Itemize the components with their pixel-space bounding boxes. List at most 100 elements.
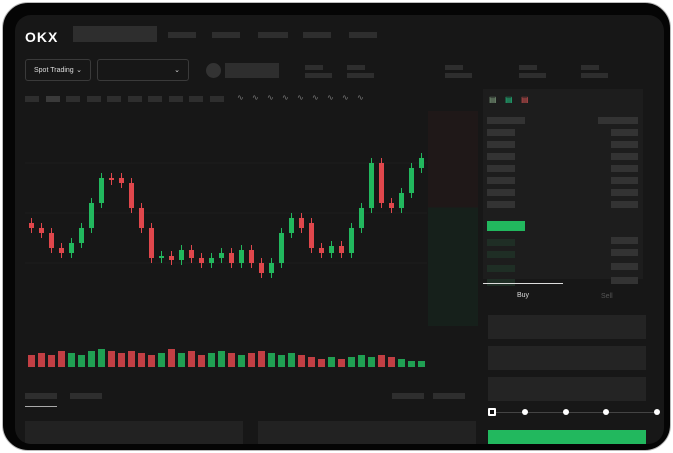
timeframe-button[interactable] [168, 96, 183, 102]
line-icon[interactable]: ∿ [297, 93, 304, 102]
slider-handle[interactable] [488, 408, 496, 416]
timeframe-button[interactable] [189, 96, 203, 102]
timeframe-button[interactable] [127, 96, 142, 102]
settings-icon[interactable]: ∿ [282, 93, 289, 102]
volume-bar [238, 355, 245, 367]
slider-mark-25[interactable] [522, 409, 528, 415]
candle [269, 263, 274, 273]
volume-bar [118, 353, 125, 367]
timeframe-button[interactable] [107, 96, 121, 102]
chevron-down-icon: ⌄ [174, 67, 180, 74]
volume-bar [58, 351, 65, 367]
volume-bar [178, 353, 185, 367]
amount-input[interactable] [488, 346, 646, 370]
nav-item[interactable] [258, 32, 288, 38]
timeframe-button[interactable] [45, 96, 60, 102]
ask-price [487, 165, 515, 172]
timeframe-button[interactable] [86, 96, 101, 102]
volume-bar [208, 353, 215, 367]
orderbook-both-icon[interactable]: ▤ [489, 95, 497, 104]
slider-mark-75[interactable] [603, 409, 609, 415]
bid-price [487, 239, 515, 246]
timeframe-button[interactable] [209, 96, 224, 102]
indicator-icon[interactable]: ∿ [252, 93, 259, 102]
magnet-icon[interactable]: ∿ [327, 93, 334, 102]
ask-size [611, 141, 638, 148]
candle [29, 223, 34, 228]
timeframe-button[interactable] [66, 96, 80, 102]
search-placeholder[interactable] [73, 26, 157, 42]
candle [279, 233, 284, 263]
stat-value [581, 73, 608, 78]
ask-price [487, 153, 515, 160]
chart-toolbar: ∿ ∿ ∿ ∿ ∿ ∿ ∿ ∿ ∿ [25, 93, 425, 106]
candle [359, 208, 364, 228]
candle [69, 243, 74, 253]
ask-size [611, 129, 638, 136]
candle [249, 250, 254, 263]
volume-bar [378, 355, 385, 367]
volume-bar [298, 355, 305, 367]
slider-mark-50[interactable] [563, 409, 569, 415]
volume-bar [148, 355, 155, 367]
amount-slider[interactable] [488, 408, 660, 416]
ask-size [611, 177, 638, 184]
tab-open-orders[interactable] [25, 393, 57, 399]
timeframe-button[interactable] [148, 96, 162, 102]
settings-icon[interactable]: ∿ [267, 93, 274, 102]
volume-bar [398, 359, 405, 367]
active-tab-underline [483, 283, 563, 284]
bid-price [487, 251, 515, 258]
tab-history[interactable] [70, 393, 102, 399]
volume-bar [68, 353, 75, 367]
volume-bar [268, 353, 275, 367]
total-input[interactable] [488, 377, 646, 401]
candle [409, 168, 414, 193]
nav-item[interactable] [212, 32, 240, 38]
volume-bar [418, 361, 425, 367]
trading-screen: OKX Spot Trading ⌄ ⌄ ∿ ∿ ∿ ∿ ∿ ∿ ∿ ∿ ∿ ▤ ▤ ▤ Buy … [15, 15, 664, 444]
candle [379, 163, 384, 203]
filter-button[interactable] [392, 393, 424, 399]
candle [419, 158, 424, 168]
timeframe-button[interactable] [25, 96, 39, 102]
candle [199, 258, 204, 263]
draw-icon[interactable]: ∿ [312, 93, 319, 102]
stat-value [445, 73, 472, 78]
filter-button[interactable] [433, 393, 465, 399]
tab-sell[interactable]: Sell [601, 293, 613, 300]
bid-price [487, 279, 515, 286]
nav-item[interactable] [168, 32, 196, 38]
volume-bar [48, 355, 55, 367]
market-select[interactable]: Spot Trading ⌄ [25, 59, 91, 81]
bid-size [611, 263, 638, 270]
okx-logo: OKX [25, 29, 59, 45]
slider-mark-100[interactable] [654, 409, 660, 415]
nav-item[interactable] [349, 32, 377, 38]
orderbook-sell-icon[interactable]: ▤ [521, 95, 529, 104]
price-input[interactable] [488, 315, 646, 339]
nav-item[interactable] [303, 32, 331, 38]
chevron-down-icon: ⌄ [76, 67, 82, 74]
undo-icon[interactable]: ∿ [342, 93, 349, 102]
ask-price [487, 117, 525, 124]
candle [79, 228, 84, 243]
fullscreen-icon[interactable]: ∿ [357, 93, 364, 102]
candlestick-chart[interactable] [25, 103, 427, 373]
candle [99, 178, 104, 203]
orderbook-buy-icon[interactable]: ▤ [505, 95, 513, 104]
stat-value [347, 73, 374, 78]
indicator-icon[interactable]: ∿ [237, 93, 244, 102]
tab-buy[interactable]: Buy [517, 292, 530, 299]
pair-select[interactable]: ⌄ [97, 59, 189, 81]
candle [189, 250, 194, 258]
volume-bar [258, 351, 265, 367]
volume-bar [218, 351, 225, 367]
ask-size [611, 201, 638, 208]
candle [369, 163, 374, 208]
ask-size [611, 189, 638, 196]
buy-button[interactable] [488, 430, 646, 444]
candle [119, 178, 124, 183]
volume-bar [368, 357, 375, 367]
